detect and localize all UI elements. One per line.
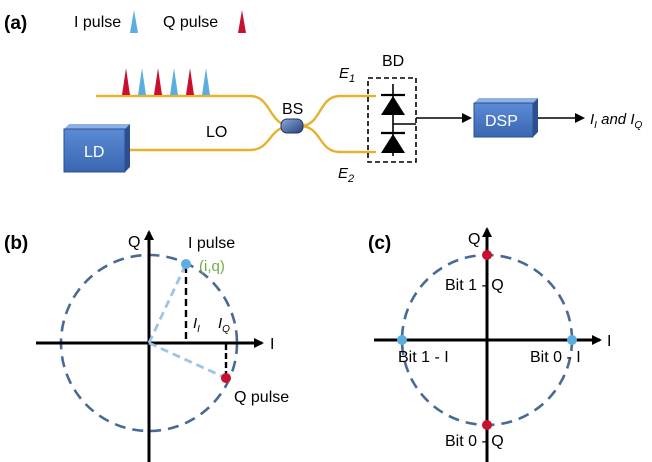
ii-label: II	[193, 315, 200, 335]
legend-i-pulse-icon	[130, 10, 138, 33]
laser-label: LD	[84, 144, 104, 161]
bit1-i-label: Bit 1 - I	[398, 349, 449, 366]
bd-label: BD	[382, 53, 404, 70]
panel-b-label: (b)	[4, 233, 28, 254]
panel-c: (c) Q I Bit 1 - Q Bit 1 - I Bit 0 - I Bi…	[368, 227, 611, 462]
e1-fiber	[299, 94, 376, 128]
output-label: II and IQ	[590, 111, 643, 131]
legend-q-pulse-icon	[238, 10, 246, 33]
bit0-i-point	[567, 335, 577, 345]
beam-splitter: BS	[280, 101, 304, 134]
panel-a-label: (a)	[4, 13, 27, 34]
q-pulse-mark	[186, 68, 194, 95]
panel-a: (a) I pulse Q pulse LO LD BS E1	[4, 10, 643, 185]
pulse-legend: I pulse Q pulse	[74, 10, 246, 33]
bit1-q-point	[482, 250, 492, 260]
i-pulse-point	[181, 259, 191, 269]
q-pulse-mark	[154, 68, 162, 95]
bit1-q-label: Bit 1 - Q	[445, 277, 504, 294]
lo-label: LO	[206, 124, 227, 141]
e2-fiber	[299, 124, 376, 154]
i-axis-label: I	[270, 336, 274, 353]
panel-c-label: (c)	[368, 233, 391, 254]
c-i-axis-label: I	[607, 333, 611, 350]
signal-fiber	[96, 94, 293, 128]
bit1-i-point	[397, 335, 407, 345]
panel-b: (b) Q I I pulse (i,q) II IQ Q pulse	[4, 230, 289, 462]
i-pulse-vector	[147, 263, 188, 344]
dsp-box: DSP	[473, 98, 538, 138]
q-pulse-vector	[148, 341, 227, 380]
i-pulse-mark	[202, 68, 210, 95]
e2-label: E2	[338, 165, 354, 185]
i-pulse-mark	[138, 68, 146, 95]
legend-i-pulse-label: I pulse	[74, 14, 121, 31]
q-pulse-point	[221, 373, 231, 383]
e1-label: E1	[339, 65, 355, 85]
q-pulse-label: Q pulse	[234, 389, 289, 406]
iq-label: (i,q)	[199, 258, 225, 275]
pulse-train	[122, 68, 210, 95]
dsp-label: DSP	[485, 113, 518, 130]
c-q-axis-label: Q	[468, 231, 480, 248]
legend-q-pulse-label: Q pulse	[163, 14, 218, 31]
balanced-detector: BD	[367, 53, 417, 163]
bit0-q-point	[482, 420, 492, 430]
laser-diode-box: LD	[63, 124, 130, 173]
i-pulse-label: I pulse	[188, 235, 235, 252]
q-axis-label: Q	[128, 234, 140, 251]
iq-projection-label: IQ	[218, 315, 230, 335]
bit0-i-label: Bit 0 - I	[530, 349, 581, 366]
i-pulse-mark	[170, 68, 178, 95]
bs-label: BS	[282, 101, 303, 118]
q-pulse-mark	[122, 68, 130, 95]
bit0-q-label: Bit 0 - Q	[445, 433, 504, 450]
